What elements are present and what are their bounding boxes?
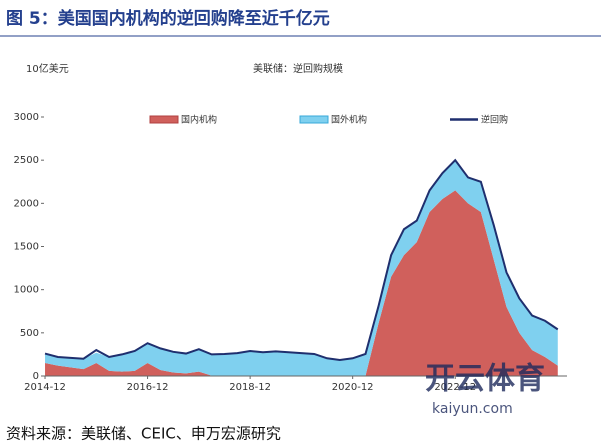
legend-label: 国外机构 [331, 114, 367, 126]
legend-swatch [149, 115, 179, 124]
y-tick-label: 2000 [14, 198, 39, 209]
heading: 图 5：美国国内机构的逆回购降至近千亿元 [6, 8, 330, 29]
area [45, 160, 558, 376]
y-tick-label: 1000 [14, 285, 39, 296]
watermark: 开云体育 [425, 362, 545, 397]
line [44, 158, 559, 362]
legend-swatch [299, 115, 329, 124]
x-tick-label: 2020-12 [332, 382, 374, 393]
y-axis-label: 10亿美元 [26, 62, 69, 75]
y-tick-label: 0 [33, 371, 39, 382]
legend-label: 国内机构 [181, 114, 217, 126]
area [45, 190, 558, 376]
x-tick-label: 2014-12 [24, 382, 66, 393]
y-tick-label: 3000 [14, 112, 39, 123]
legend-label: 逆回购 [481, 114, 508, 126]
chart-title: 美联储：逆回购规模 [253, 62, 343, 75]
x-tick-label: 2016-12 [127, 382, 169, 393]
watermark: kaiyun.com [432, 401, 513, 417]
x-tick-label: 2022-12 [434, 382, 476, 393]
x-tick-label: 2018-12 [229, 382, 271, 393]
y-tick-label: 1500 [14, 242, 39, 253]
y-tick-label: 500 [20, 328, 39, 339]
y-tick-label: 2500 [14, 155, 39, 166]
source: 资料来源：美联储、CEIC、申万宏源研究 [6, 425, 281, 443]
